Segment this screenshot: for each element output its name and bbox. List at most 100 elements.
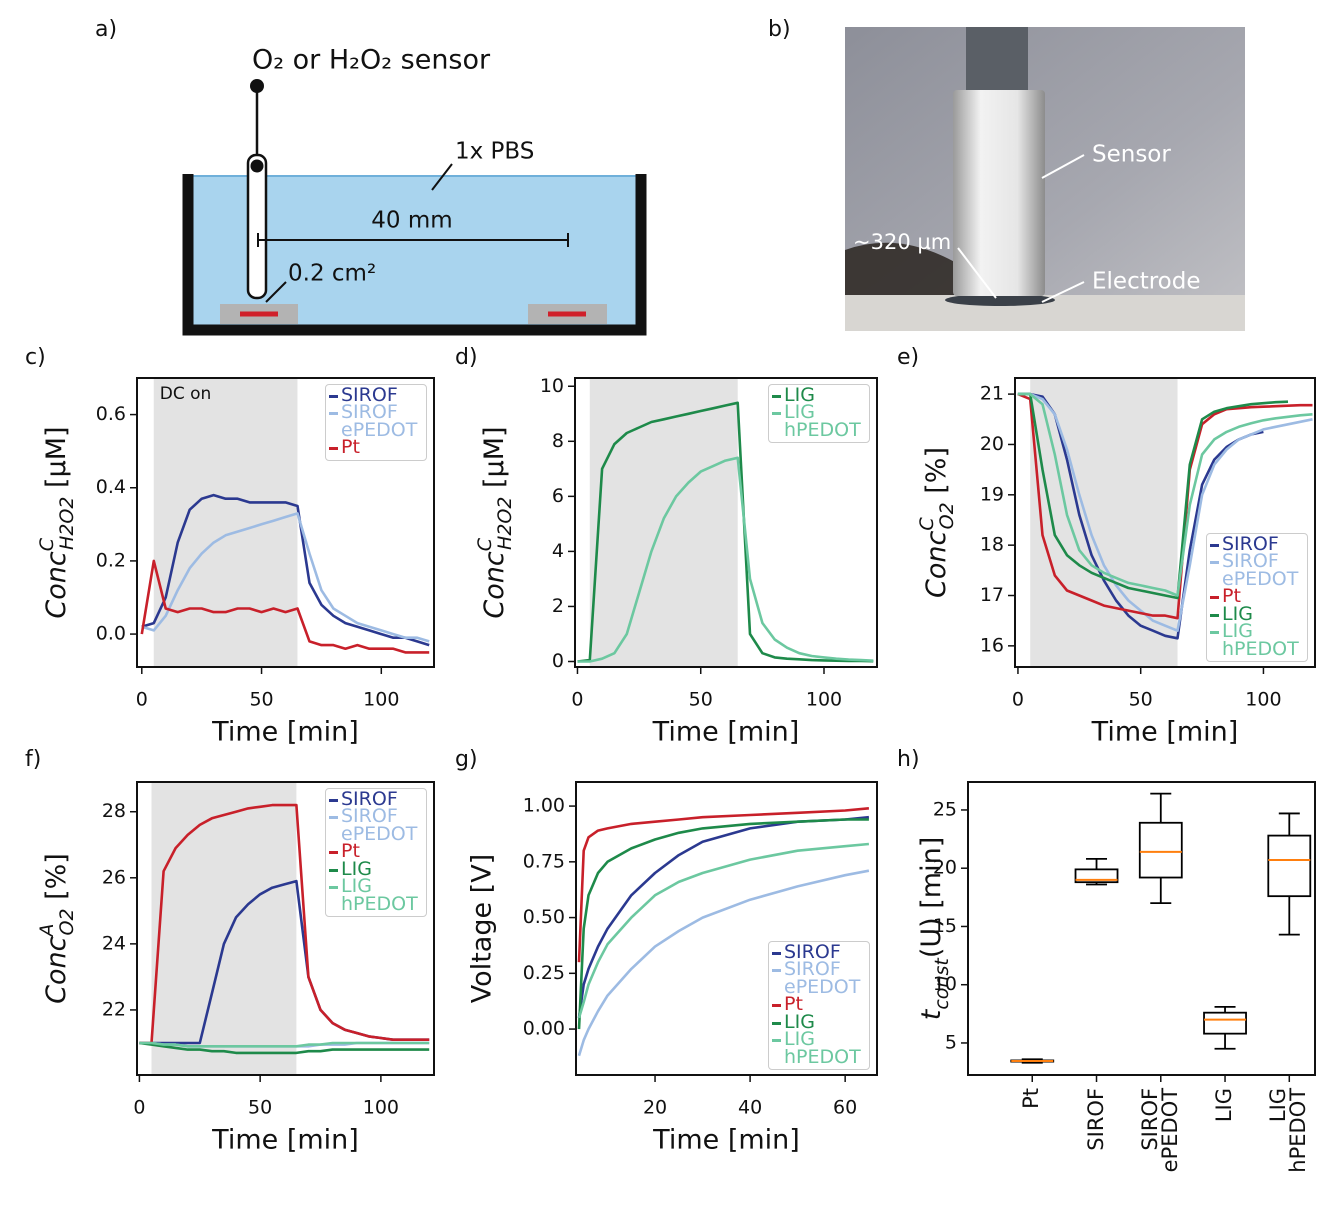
sensor-tip xyxy=(250,79,264,93)
series-line xyxy=(577,818,869,1030)
legend-swatch xyxy=(772,395,781,398)
legend: SIROF SIROF ePEDOT Pt xyxy=(325,384,427,461)
x-axis-label: Time [min] xyxy=(211,1125,359,1156)
panel-label: d) xyxy=(455,345,478,370)
legend-label: SIROF xyxy=(1222,532,1279,555)
x-tick-label: 100 xyxy=(1245,689,1281,711)
legend: SIROF SIROF ePEDOT Pt LIG LIG hPEDOT xyxy=(768,940,870,1070)
y-label-sub: const xyxy=(931,957,953,1010)
y-tick-label: 18 xyxy=(980,534,1004,556)
legend-label: LIG xyxy=(341,857,372,880)
panel-label: b) xyxy=(768,17,791,42)
y-tick-label: 5 xyxy=(945,1031,957,1053)
legend-entry: LIG xyxy=(772,385,864,405)
plot-frame xyxy=(136,781,435,1076)
series-line xyxy=(577,401,874,663)
y-label-unit: [%] xyxy=(41,853,72,908)
sensor-photo: b) Sensor Electrode ~320 µm xyxy=(768,17,1245,331)
y-label-sup: C xyxy=(916,517,938,531)
legend-entry: Pt xyxy=(772,994,864,1014)
x-tick-label: 0 xyxy=(133,1097,145,1119)
dc-on-region xyxy=(1030,378,1178,667)
x-axis-label: Time [min] xyxy=(211,717,359,748)
sensor-tube xyxy=(246,153,268,300)
plot-frame xyxy=(575,781,878,1076)
x-tick-label: 100 xyxy=(363,689,399,711)
leader-line xyxy=(1041,281,1085,303)
legend-swatch xyxy=(772,412,781,416)
y-tick-label: 10 xyxy=(540,375,564,397)
legend-swatch xyxy=(329,816,338,820)
leader-line xyxy=(957,247,997,299)
legend-entry: SIROF xyxy=(329,384,421,406)
y-tick-label: 2 xyxy=(552,595,564,617)
x-tick-label: 50 xyxy=(689,689,713,711)
plot-frame xyxy=(574,377,878,668)
y-label-base: t xyxy=(916,1008,947,1020)
legend-label: LIG hPEDOT xyxy=(784,401,861,441)
legend-label: SIROF xyxy=(784,940,841,963)
y-tick-label: 0 xyxy=(552,650,564,672)
plot-frame xyxy=(136,377,435,668)
y-label-sub: H2O2 xyxy=(494,497,516,550)
container xyxy=(182,174,647,336)
y-axis-label: tconst(U) [min] xyxy=(916,837,953,1020)
x-tick-label: 50 xyxy=(249,689,273,711)
legend-label: Pt xyxy=(341,840,360,863)
y-tick-label: 0.50 xyxy=(523,906,565,928)
panel-label: a) xyxy=(95,17,117,42)
x-tick-label: 60 xyxy=(833,1097,857,1119)
y-tick-label: 6 xyxy=(552,485,564,507)
legend-entry: LIG hPEDOT xyxy=(772,401,864,441)
photo-sensor-body xyxy=(953,90,1045,296)
y-tick-label: 28 xyxy=(102,800,126,822)
sensor-label: O₂ or H₂O₂ sensor xyxy=(252,45,491,76)
y-tick-label: 4 xyxy=(552,540,564,562)
series-line xyxy=(1017,392,1313,632)
y-tick-label: 15 xyxy=(933,915,957,937)
series-line xyxy=(1017,392,1313,597)
legend-entry: LIG hPEDOT xyxy=(1210,622,1302,658)
y-label-sub: O2 xyxy=(56,908,78,935)
sensor-label: Sensor xyxy=(1092,142,1171,168)
dc-on-region xyxy=(589,378,738,667)
panel-label: e) xyxy=(897,345,919,370)
legend-label: SIROF xyxy=(341,384,398,406)
y-label-sup: C xyxy=(36,537,58,551)
y-tick-label: 0.0 xyxy=(96,623,126,645)
y-tick-label: 8 xyxy=(552,430,564,452)
series-line xyxy=(1017,392,1313,620)
x-axis-label: Time [min] xyxy=(652,717,800,748)
y-label-sup: C xyxy=(474,537,496,551)
y-label-base: Conc xyxy=(921,531,952,598)
y-tick-label: 20 xyxy=(933,857,957,879)
x-tick-label: SIROF ePEDOT xyxy=(1137,1087,1182,1173)
photo-sensor-top xyxy=(966,27,1028,97)
box xyxy=(1138,821,1183,879)
legend-swatch xyxy=(329,395,338,398)
x-tick-label: 40 xyxy=(738,1097,762,1119)
y-tick-label: 25 xyxy=(933,798,957,820)
legend-entry: SIROF ePEDOT xyxy=(1210,552,1302,588)
legend-entry: SIROF ePEDOT xyxy=(329,403,421,439)
legend-label: LIG xyxy=(784,1010,815,1033)
legend-entry: Pt xyxy=(329,840,421,863)
legend-entry: Pt xyxy=(1210,585,1302,608)
legend-swatch xyxy=(1210,631,1219,635)
panel-label: f) xyxy=(25,747,41,772)
y-tick-label: 0.4 xyxy=(96,476,126,498)
legend-swatch xyxy=(329,886,338,890)
y-label-sup: A xyxy=(36,924,58,939)
y-tick-label: 0.2 xyxy=(96,549,126,571)
x-tick-label: SIROF xyxy=(1083,1087,1108,1151)
legend-swatch xyxy=(772,969,781,973)
leader-line xyxy=(265,281,287,303)
x-tick-label: 100 xyxy=(806,689,842,711)
x-tick-label: 0 xyxy=(571,689,583,711)
legend-label: SIROF ePEDOT xyxy=(784,958,861,998)
legend: SIROF SIROF ePEDOT Pt LIG LIG hPEDOT xyxy=(1206,532,1308,662)
legend-label: Pt xyxy=(1222,585,1241,608)
distance-label: 40 mm xyxy=(371,208,452,234)
series-line xyxy=(141,493,430,647)
y-tick-label: 0.6 xyxy=(96,403,126,425)
